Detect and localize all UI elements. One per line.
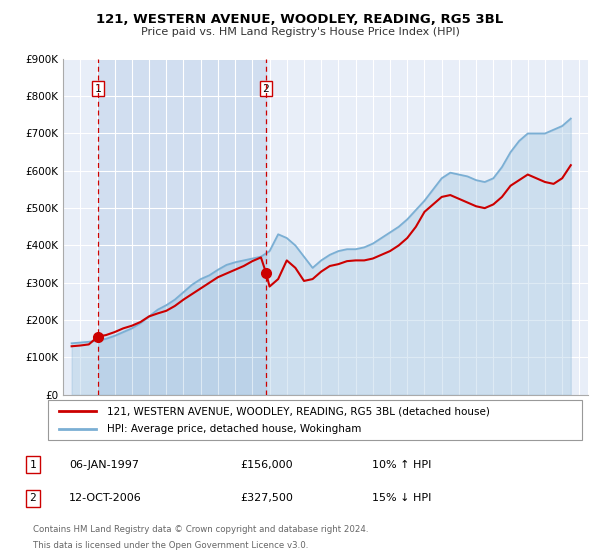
Text: 2: 2 [263,83,269,94]
Text: HPI: Average price, detached house, Wokingham: HPI: Average price, detached house, Woki… [107,423,361,433]
Text: 12-OCT-2006: 12-OCT-2006 [69,493,142,503]
Text: Price paid vs. HM Land Registry's House Price Index (HPI): Price paid vs. HM Land Registry's House … [140,27,460,37]
Text: 1: 1 [29,460,37,470]
Text: Contains HM Land Registry data © Crown copyright and database right 2024.: Contains HM Land Registry data © Crown c… [33,525,368,534]
Text: 121, WESTERN AVENUE, WOODLEY, READING, RG5 3BL (detached house): 121, WESTERN AVENUE, WOODLEY, READING, R… [107,407,490,417]
Text: £156,000: £156,000 [240,460,293,470]
Text: 2: 2 [29,493,37,503]
Text: £327,500: £327,500 [240,493,293,503]
Text: This data is licensed under the Open Government Licence v3.0.: This data is licensed under the Open Gov… [33,542,308,550]
FancyBboxPatch shape [48,400,582,440]
Bar [98,59,266,395]
Text: 1: 1 [95,83,101,94]
Text: 15% ↓ HPI: 15% ↓ HPI [372,493,431,503]
Text: 10% ↑ HPI: 10% ↑ HPI [372,460,431,470]
Text: 121, WESTERN AVENUE, WOODLEY, READING, RG5 3BL: 121, WESTERN AVENUE, WOODLEY, READING, R… [97,13,503,26]
Text: 06-JAN-1997: 06-JAN-1997 [69,460,139,470]
